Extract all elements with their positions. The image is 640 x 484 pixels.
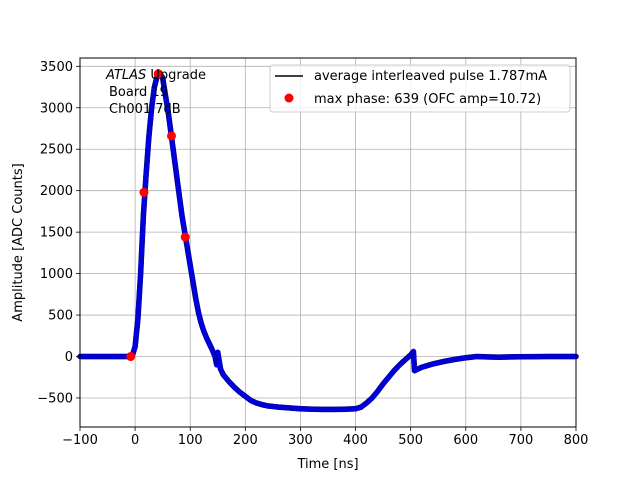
legend-entry-average-pulse: average interleaved pulse 1.787mA <box>314 69 547 84</box>
y-tick-label: −500 <box>37 391 73 406</box>
x-tick-label: 800 <box>564 433 589 448</box>
annotation-line-3: Ch001 7dB <box>109 102 181 117</box>
annotation-atlas: ATLAS <box>105 68 146 83</box>
y-tick-label: 500 <box>48 309 73 324</box>
plot-frame <box>79 57 577 428</box>
x-tick-label: 600 <box>453 433 478 448</box>
y-axis-label: Amplitude [ADC Counts] <box>11 163 26 321</box>
highlight-markers <box>126 69 190 362</box>
x-tick-label: 100 <box>178 433 203 448</box>
legend-box <box>269 64 571 113</box>
highlight-point <box>139 187 149 197</box>
highlight-point <box>126 352 136 362</box>
y-tick-label: 3500 <box>40 60 73 75</box>
y-tick-label: 1000 <box>40 267 73 282</box>
legend-circle-marker <box>284 93 294 103</box>
y-tick-label: 0 <box>65 350 73 365</box>
highlight-point <box>166 131 176 141</box>
legend-entry-max-phase: max phase: 639 (OFC amp=10.72) <box>314 92 541 107</box>
annotation-line-1: ATLAS Upgrade <box>105 68 206 83</box>
y-tick-label: 2000 <box>40 184 73 199</box>
legend: average interleaved pulse 1.787mA max ph… <box>269 64 571 113</box>
x-tick-label: 400 <box>343 433 368 448</box>
x-tick-label: −100 <box>62 433 98 448</box>
x-tick-label: 200 <box>233 433 258 448</box>
highlight-point <box>180 232 190 242</box>
x-tick-label: 700 <box>508 433 533 448</box>
x-axis-label: Time [ns] <box>296 457 358 472</box>
x-tick-label: 500 <box>398 433 423 448</box>
highlight-point <box>153 69 163 79</box>
y-tick-label: 2500 <box>40 143 73 158</box>
annotation-line-2: Board 19 <box>109 85 168 100</box>
annotation-upgrade: Upgrade <box>146 68 206 83</box>
x-tick-label: 0 <box>131 433 139 448</box>
x-tick-label: 300 <box>288 433 313 448</box>
y-tick-label: 1500 <box>40 226 73 241</box>
axis-ticks: −100 0 100 200 300 400 500 600 700 800 −500 0 500 100… <box>37 60 588 448</box>
series-markers <box>77 70 579 413</box>
y-tick-label: 3000 <box>40 101 73 116</box>
atlas-annotation: ATLAS Upgrade Board 19 Ch001 7dB <box>105 68 206 117</box>
